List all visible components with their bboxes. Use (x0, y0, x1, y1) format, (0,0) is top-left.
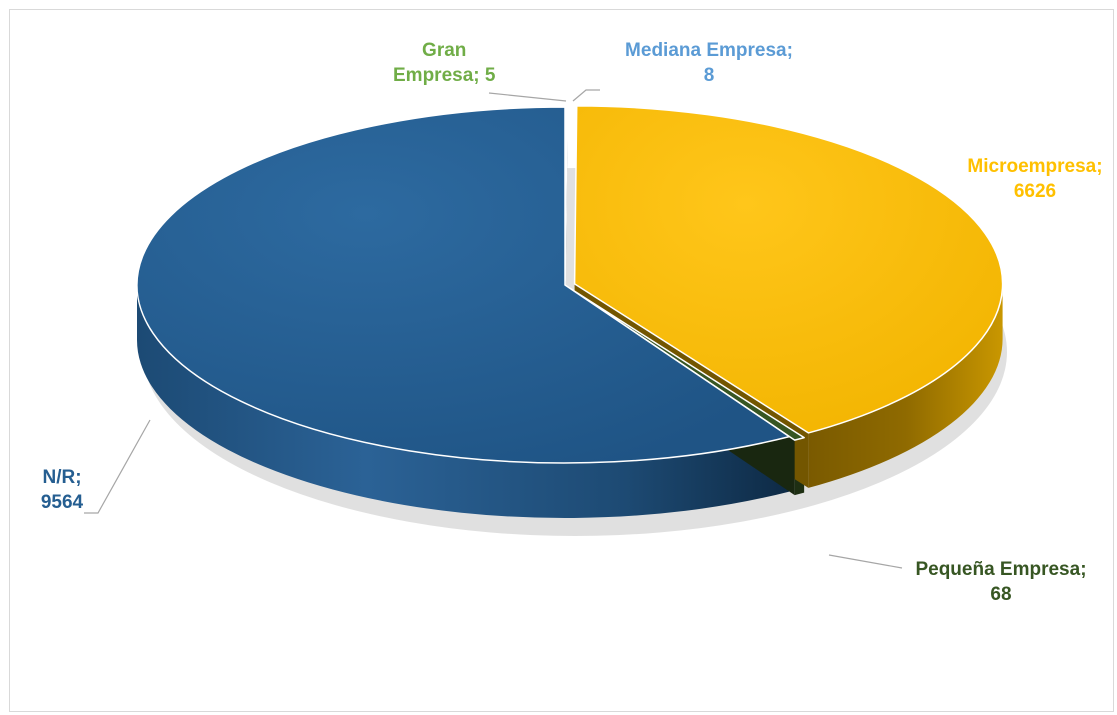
data-label-pequena-empresa: Pequeña Empresa; 68 (915, 559, 1087, 605)
data-label-microempresa: Microempresa; 6626 (967, 156, 1103, 202)
data-label-mediana-empresa: Mediana Empresa; 8 (625, 40, 793, 86)
slice-pequena-empresa (569, 287, 805, 441)
slice-microempresa (573, 105, 1004, 434)
leader-lines (84, 89, 903, 569)
leader-line-gran-empresa (488, 92, 567, 102)
slice-tops (136, 102, 1004, 464)
leader-line-n-r (84, 419, 151, 514)
slice-n-r (136, 106, 791, 464)
leader-line-pequena-empresa (828, 554, 903, 569)
slice-side-microempresa (808, 283, 1003, 488)
data-label-nr: N/R; 9564 (40, 467, 84, 513)
slice-mediana-empresa (564, 102, 568, 282)
leader-line-mediana-empresa (572, 89, 600, 102)
data-label-gran-empresa: Gran Empresa; 5 (393, 40, 496, 86)
slice-side-n-r (137, 285, 790, 518)
